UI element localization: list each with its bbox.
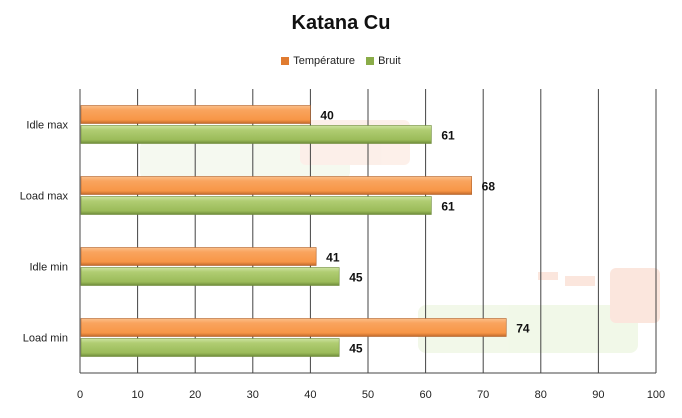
legend-label-bruit: Bruit [378,55,401,67]
category-label: Idle min [29,262,68,274]
bar-temperature [80,318,507,337]
bar-bruit [80,125,432,144]
category-label: Idle max [26,120,68,132]
x-tick-label: 0 [77,389,83,401]
data-label: 45 [349,342,363,356]
category-label: Load min [23,333,68,345]
x-tick-label: 60 [419,389,431,401]
data-label: 61 [441,129,455,143]
x-tick-label: 100 [647,389,665,401]
bar-temperature [80,176,472,195]
legend-item-temperature: Température [281,55,355,67]
x-tick-label: 20 [189,389,201,401]
bar-temperature [80,247,317,266]
bar-temperature [80,105,311,124]
x-tick-label: 30 [247,389,259,401]
data-label: 45 [349,271,363,285]
bar-bruit [80,338,340,357]
x-tick-label: 90 [592,389,604,401]
data-label: 40 [320,109,334,123]
legend-item-bruit: Bruit [366,55,401,67]
chart-title: Katana Cu [291,12,391,34]
legend: Température Bruit [0,55,682,67]
data-label: 68 [482,180,496,194]
x-tick-label: 40 [304,389,316,401]
legend-swatch-bruit [366,57,375,65]
data-label: 61 [441,200,455,214]
legend-label-temperature: Température [293,55,356,67]
x-tick-label: 70 [477,389,489,401]
x-tick-label: 80 [535,389,547,401]
legend-swatch-temperature [281,57,290,65]
data-label: 41 [326,251,340,265]
watermark-logo [140,120,660,353]
x-tick-label: 10 [131,389,143,401]
x-tick-label: 50 [362,389,374,401]
data-label: 74 [516,322,530,336]
bar-bruit [80,196,432,215]
bar-bruit [80,267,340,286]
category-label: Load max [20,191,69,203]
